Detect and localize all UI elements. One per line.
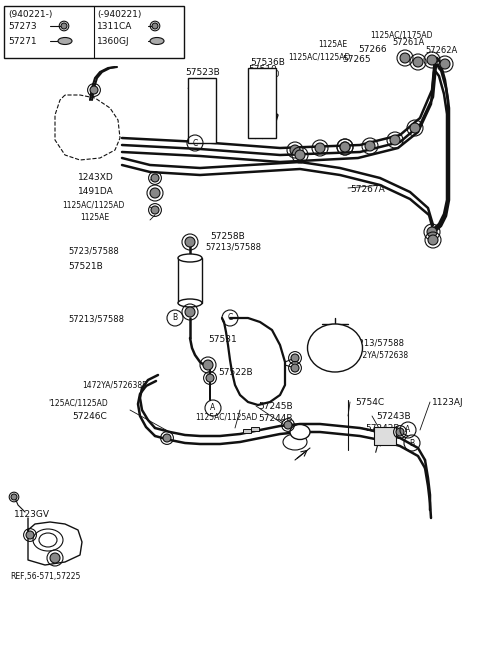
Text: 57213/57588: 57213/57588	[348, 338, 404, 347]
Circle shape	[185, 237, 195, 247]
Circle shape	[340, 142, 350, 152]
Circle shape	[290, 145, 300, 155]
Text: '125AC/1125AD: '125AC/1125AD	[48, 398, 108, 407]
Circle shape	[150, 188, 160, 198]
Circle shape	[203, 360, 213, 370]
Text: 57243B: 57243B	[376, 412, 410, 421]
Text: 57261A: 57261A	[392, 38, 424, 47]
Text: 1125AC/1125AD: 1125AC/1125AD	[288, 52, 350, 61]
Text: 1311CA: 1311CA	[97, 22, 132, 31]
Text: 57242B: 57242B	[365, 424, 399, 433]
Circle shape	[291, 354, 299, 362]
Text: 1125AC/1125AD: 1125AC/1125AD	[62, 201, 124, 210]
Text: 1125AC/1175AD: 1125AC/1175AD	[370, 30, 432, 39]
Text: 57522B: 57522B	[218, 368, 252, 377]
Circle shape	[206, 374, 214, 382]
Text: REF,56-571,57225: REF,56-571,57225	[10, 572, 80, 581]
Circle shape	[315, 143, 325, 153]
Text: 57245B: 57245B	[258, 402, 293, 411]
Bar	[243, 429, 251, 433]
Circle shape	[365, 141, 375, 151]
Ellipse shape	[315, 330, 355, 365]
Bar	[248, 68, 276, 138]
Circle shape	[390, 135, 400, 145]
Text: 57246C: 57246C	[72, 412, 107, 421]
Text: (-940221): (-940221)	[97, 10, 142, 19]
Ellipse shape	[178, 254, 202, 262]
Text: C: C	[228, 313, 233, 323]
Text: 57262A: 57262A	[425, 46, 457, 55]
Text: 57521B: 57521B	[68, 262, 103, 271]
Text: 1125AE: 1125AE	[80, 213, 109, 222]
Circle shape	[26, 531, 34, 539]
Ellipse shape	[39, 533, 57, 547]
Circle shape	[152, 23, 158, 29]
Text: 1123GV: 1123GV	[14, 510, 50, 519]
Text: 57244B: 57244B	[258, 414, 292, 423]
Circle shape	[410, 123, 420, 133]
Text: 1491DA: 1491DA	[78, 187, 114, 196]
Text: 57271: 57271	[8, 37, 36, 46]
Text: 1472YA/572638B: 1472YA/572638B	[82, 380, 147, 389]
Ellipse shape	[150, 37, 164, 45]
Circle shape	[440, 59, 450, 69]
Ellipse shape	[33, 529, 63, 551]
Circle shape	[396, 428, 404, 436]
Text: 57266: 57266	[358, 45, 386, 54]
Text: 5754C: 5754C	[355, 398, 384, 407]
Ellipse shape	[308, 324, 362, 372]
Text: B: B	[409, 438, 415, 447]
Circle shape	[427, 55, 437, 65]
Text: 1472YA/572638: 1472YA/572638	[348, 350, 408, 359]
Text: C: C	[192, 139, 198, 148]
Text: (940221-): (940221-)	[8, 10, 52, 19]
Text: 57265: 57265	[342, 55, 371, 64]
Text: 57258B: 57258B	[210, 232, 245, 241]
Circle shape	[428, 235, 438, 245]
Text: 1123AJ: 1123AJ	[432, 398, 464, 407]
Circle shape	[11, 494, 17, 500]
Ellipse shape	[290, 424, 310, 440]
Text: A: A	[406, 426, 410, 434]
Circle shape	[295, 150, 305, 160]
Text: 57558: 57558	[186, 82, 215, 91]
Circle shape	[61, 23, 67, 29]
Circle shape	[291, 364, 299, 372]
Bar	[4, 6, 184, 58]
Circle shape	[185, 307, 195, 317]
Text: 1125AC/1125AD: 1125AC/1125AD	[195, 412, 257, 421]
Circle shape	[413, 57, 423, 67]
Circle shape	[400, 53, 410, 63]
Circle shape	[151, 174, 159, 182]
Text: 1799JD: 1799JD	[252, 70, 279, 79]
Ellipse shape	[178, 299, 202, 307]
Ellipse shape	[283, 434, 307, 450]
Circle shape	[163, 434, 171, 442]
Bar	[374, 427, 396, 445]
Text: 5723/57588: 5723/57588	[68, 247, 119, 256]
Circle shape	[50, 553, 60, 563]
Circle shape	[90, 86, 98, 94]
Text: 57213/57588: 57213/57588	[68, 315, 124, 324]
Bar	[251, 427, 259, 431]
Circle shape	[284, 421, 292, 429]
Text: 57267A: 57267A	[350, 185, 385, 194]
Ellipse shape	[58, 37, 72, 45]
Bar	[178, 258, 202, 303]
Text: 57523B: 57523B	[185, 68, 220, 77]
Circle shape	[427, 227, 437, 237]
Text: 57213/57588: 57213/57588	[205, 243, 261, 252]
Text: 57531: 57531	[208, 335, 237, 344]
Text: A: A	[210, 403, 216, 413]
Text: 1360GJ: 1360GJ	[97, 37, 130, 46]
Bar	[188, 78, 216, 143]
Circle shape	[340, 142, 350, 152]
Text: B: B	[172, 313, 178, 323]
Text: 57510: 57510	[248, 65, 277, 74]
Circle shape	[151, 206, 159, 214]
Text: 1125AE: 1125AE	[318, 40, 347, 49]
Text: 57273: 57273	[8, 22, 36, 31]
Text: 1243XD: 1243XD	[78, 173, 114, 182]
Text: 57536B: 57536B	[250, 58, 285, 67]
